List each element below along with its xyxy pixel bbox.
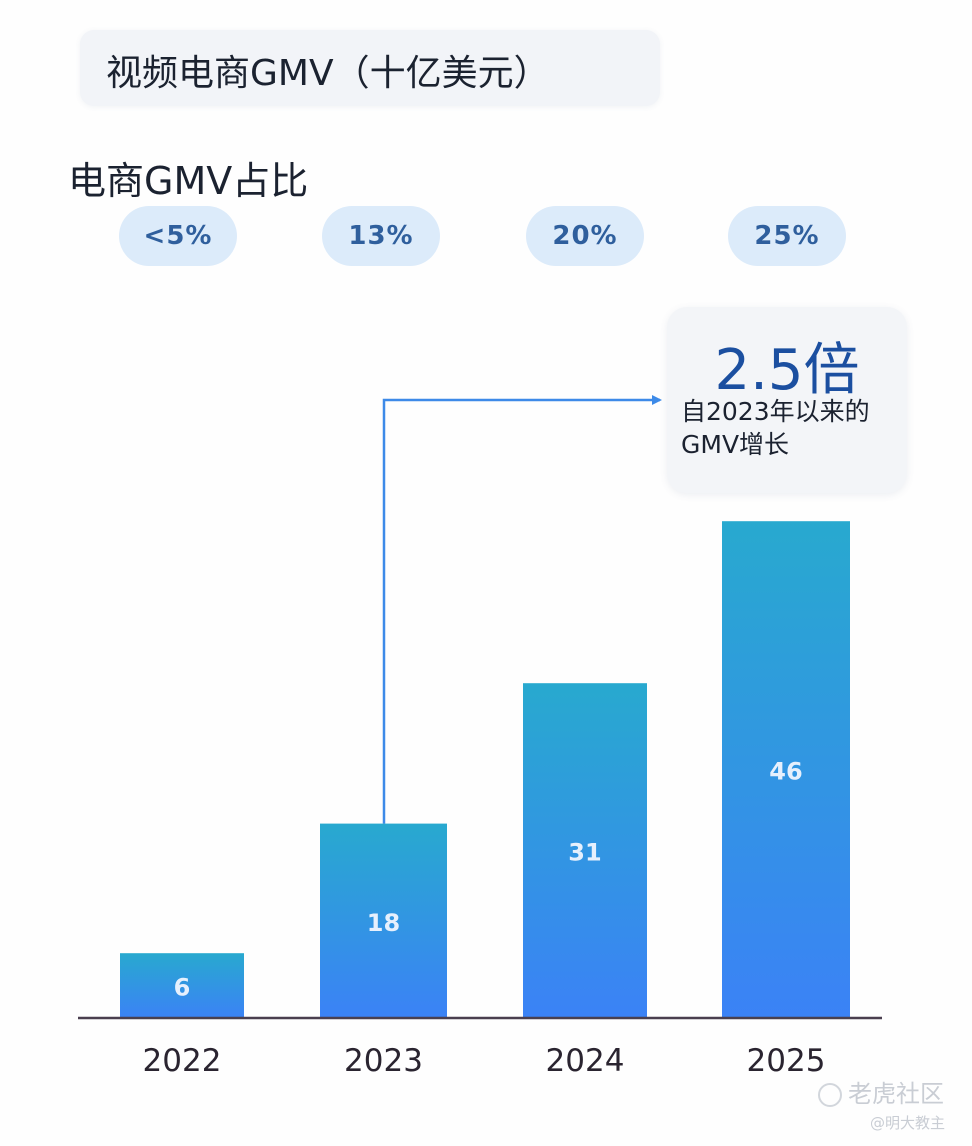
share-pill-2022: <5% [119, 206, 237, 266]
growth-description-line2: GMV增长 [681, 430, 790, 459]
bar-2023 [320, 823, 447, 1018]
growth-callout: 2.5倍 自2023年以来的 GMV增长 [667, 307, 907, 493]
data-label-2023: 18 [367, 909, 400, 937]
data-label-2024: 31 [568, 839, 601, 867]
bar-2022 [120, 953, 244, 1018]
chart-title: 视频电商GMV（十亿美元） [106, 53, 550, 94]
growth-description-line1: 自2023年以来的 [681, 397, 870, 426]
data-label-2022: 6 [174, 974, 191, 1002]
tiger-logo-icon [818, 1083, 842, 1107]
share-label: 电商GMV占比 [68, 159, 309, 203]
growth-multiplier: 2.5倍 [714, 338, 860, 403]
watermark-brand: 老虎社区 [818, 1074, 944, 1109]
growth-description: 自2023年以来的 GMV增长 [681, 395, 901, 461]
x-tick-2022: 2022 [143, 1043, 222, 1079]
bar-2024 [523, 683, 647, 1018]
data-label-2025: 46 [769, 758, 802, 786]
watermark-brand-text: 老虎社区 [848, 1080, 944, 1108]
bar-2025 [722, 521, 850, 1018]
growth-arrow [382, 395, 662, 824]
watermark-handle: @明大教主 [870, 1114, 946, 1132]
share-pill-2023: 13% [322, 206, 440, 266]
share-pill-2024: 20% [526, 206, 644, 266]
x-tick-2024: 2024 [546, 1043, 625, 1079]
x-tick-2023: 2023 [344, 1043, 423, 1079]
share-pill-2025: 25% [728, 206, 846, 266]
x-tick-2025: 2025 [747, 1043, 826, 1079]
title-box: 视频电商GMV（十亿美元） [80, 30, 660, 106]
